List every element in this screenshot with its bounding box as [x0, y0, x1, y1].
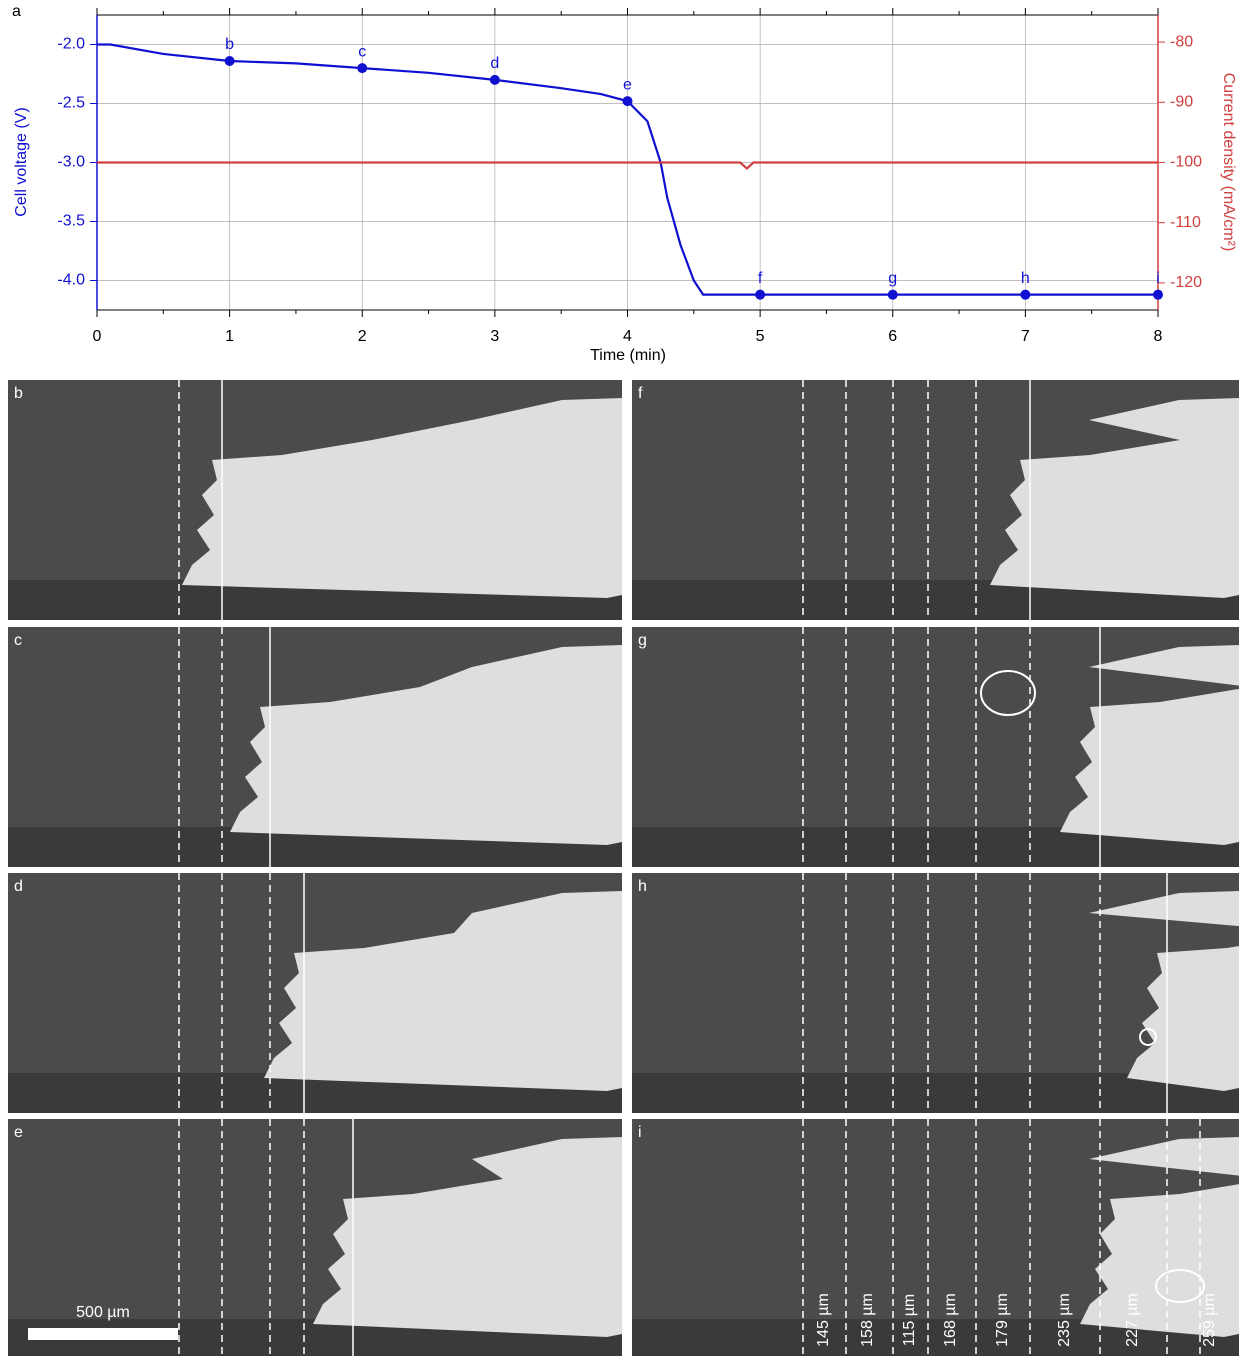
x-tick-label: 2: [358, 328, 367, 345]
distance-label: 168 µm: [942, 1293, 959, 1347]
distance-label: 158 µm: [859, 1293, 876, 1347]
micrograph-label: b: [14, 385, 23, 402]
micrograph-label: h: [638, 878, 647, 895]
point-marker: [622, 96, 633, 107]
panel-label: a: [12, 3, 21, 20]
micrograph-label: g: [638, 632, 647, 649]
point-marker: [489, 74, 500, 85]
y2-tick-label: -100: [1170, 154, 1202, 171]
micrograph-label: e: [14, 1124, 23, 1141]
y2-axis-title: Current density (mA/cm²): [1220, 73, 1237, 252]
point-label: c: [358, 43, 366, 60]
y-tick-label: -3.5: [57, 213, 85, 230]
micrograph-label: c: [14, 632, 22, 649]
distance-label: 179 µm: [994, 1293, 1011, 1347]
y2-tick-label: -80: [1170, 33, 1193, 50]
y-tick-label: -2.0: [57, 36, 85, 53]
point-marker: [1153, 289, 1163, 300]
micrograph-label: f: [638, 385, 643, 402]
point-label: g: [888, 270, 897, 287]
x-tick-label: 5: [756, 328, 765, 345]
y-axis-title: Cell voltage (V): [13, 107, 30, 216]
point-label: d: [490, 55, 499, 72]
highlight: [980, 670, 1036, 716]
point-label: f: [758, 270, 763, 287]
highlight: [1139, 1028, 1157, 1046]
electrode-region: [230, 645, 622, 845]
distance-label: 259 µm: [1201, 1293, 1218, 1347]
electrode-region: [313, 1137, 622, 1337]
micrograph-label: i: [638, 1124, 642, 1141]
electrode-region: [1060, 645, 1239, 845]
x-axis-title: Time (min): [590, 347, 666, 364]
y2-tick-label: -120: [1170, 274, 1202, 291]
highlight: [1155, 1269, 1205, 1303]
electrode-region: [990, 398, 1239, 598]
scale-bar-label: 500 µm: [76, 1304, 130, 1321]
distance-label: 145 µm: [815, 1293, 832, 1347]
point-marker: [1020, 289, 1031, 300]
x-tick-label: 3: [490, 328, 499, 345]
point-label: e: [623, 76, 632, 93]
distance-label: 115 µm: [901, 1294, 918, 1347]
x-tick-label: 6: [888, 328, 897, 345]
x-tick-label: 7: [1021, 328, 1030, 345]
substrate-band: [632, 1073, 1239, 1113]
x-tick-label: 4: [623, 328, 632, 345]
y2-tick-label: -110: [1170, 214, 1201, 231]
point-marker: [224, 56, 235, 67]
point-marker: [887, 289, 898, 300]
electrode-region: [1089, 891, 1239, 1091]
point-label: h: [1021, 270, 1030, 287]
point-label: b: [225, 36, 234, 53]
point-marker: [357, 63, 368, 74]
x-tick-label: 1: [225, 328, 234, 345]
micrograph-label: d: [14, 878, 23, 895]
point-label: i: [1156, 270, 1160, 287]
point-marker: [755, 289, 766, 300]
micrographs: b c d e f g h i 500 µm 145 µm 158 µm 115 µm 168 µm 17…: [8, 380, 1239, 1356]
y-tick-label: -4.0: [57, 272, 85, 289]
distance-label: 235 µm: [1056, 1293, 1073, 1347]
electrode-region: [264, 891, 622, 1091]
x-tick-label: 0: [93, 328, 102, 345]
data-line: [97, 161, 1158, 171]
scale-bar: [28, 1328, 178, 1340]
distance-label: 227 µm: [1124, 1293, 1141, 1347]
y2-tick-label: -90: [1170, 94, 1193, 111]
y-tick-label: -2.5: [57, 95, 85, 112]
y-tick-label: -3.0: [57, 154, 85, 171]
electrode-region: [182, 398, 622, 598]
x-tick-label: 8: [1154, 328, 1163, 345]
